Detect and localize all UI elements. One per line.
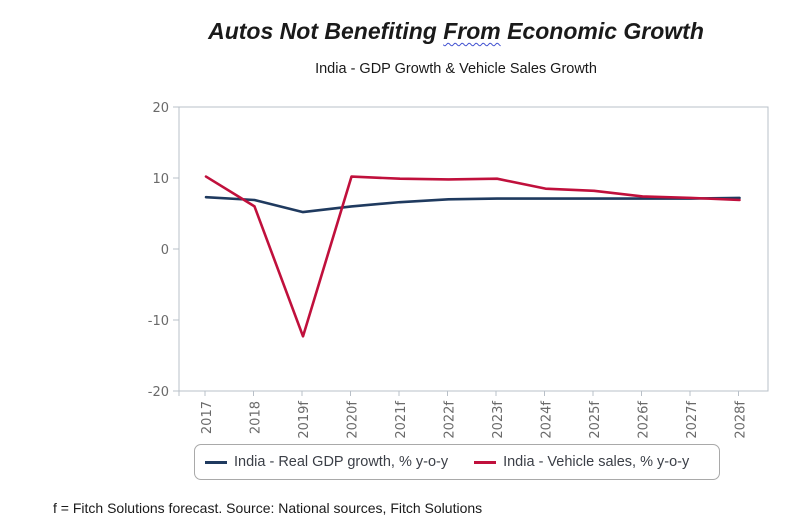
legend-label-vehicle-sales: India - Vehicle sales, % y-o-y [503,454,690,470]
x-tick-label: 2020f [346,401,361,439]
x-tick-label: 2019f [297,401,312,439]
legend-swatch-vehicle-sales [474,460,497,464]
series-line-vehicle-sales [204,175,741,338]
source-footnote: f = Fitch Solutions forecast. Source: Na… [53,500,483,516]
x-tick-label: 2026f [637,401,652,439]
x-tick-label: 2022f [443,401,458,439]
legend-label-gdp: India - Real GDP growth, % y-o-y [234,454,449,470]
plot-area-frame [178,106,769,392]
y-tick-label: -10 [148,314,169,329]
chart-subtitle: India - GDP Growth & Vehicle Sales Growt… [315,61,597,77]
series-line-gdp [204,195,741,214]
x-tick-label: 2021f [394,401,409,439]
y-tick-label: 0 [161,243,169,258]
x-tick-label: 2027f [685,401,700,439]
x-tick-label: 2024f [540,401,555,439]
legend-item-gdp: India - Real GDP growth, % y-o-y [205,454,448,470]
x-tick-label: 2023f [491,401,506,439]
y-tick-label: 10 [152,172,169,187]
legend-swatch-gdp [205,460,227,464]
x-tick-label: 2018 [249,401,264,434]
x-tick-label: 2017 [200,401,215,434]
y-tick-label: -20 [148,385,169,400]
x-tick-label: 2028f [734,401,749,439]
legend-item-vehicle-sales: India - Vehicle sales, % y-o-y [474,454,689,470]
chart-legend: India - Real GDP growth, % y-o-y India -… [194,444,720,480]
y-tick-label: 20 [152,101,169,116]
chart-title: Autos Not Benefiting From Economic Growt… [208,18,704,44]
x-tick-label: 2025f [588,401,603,439]
